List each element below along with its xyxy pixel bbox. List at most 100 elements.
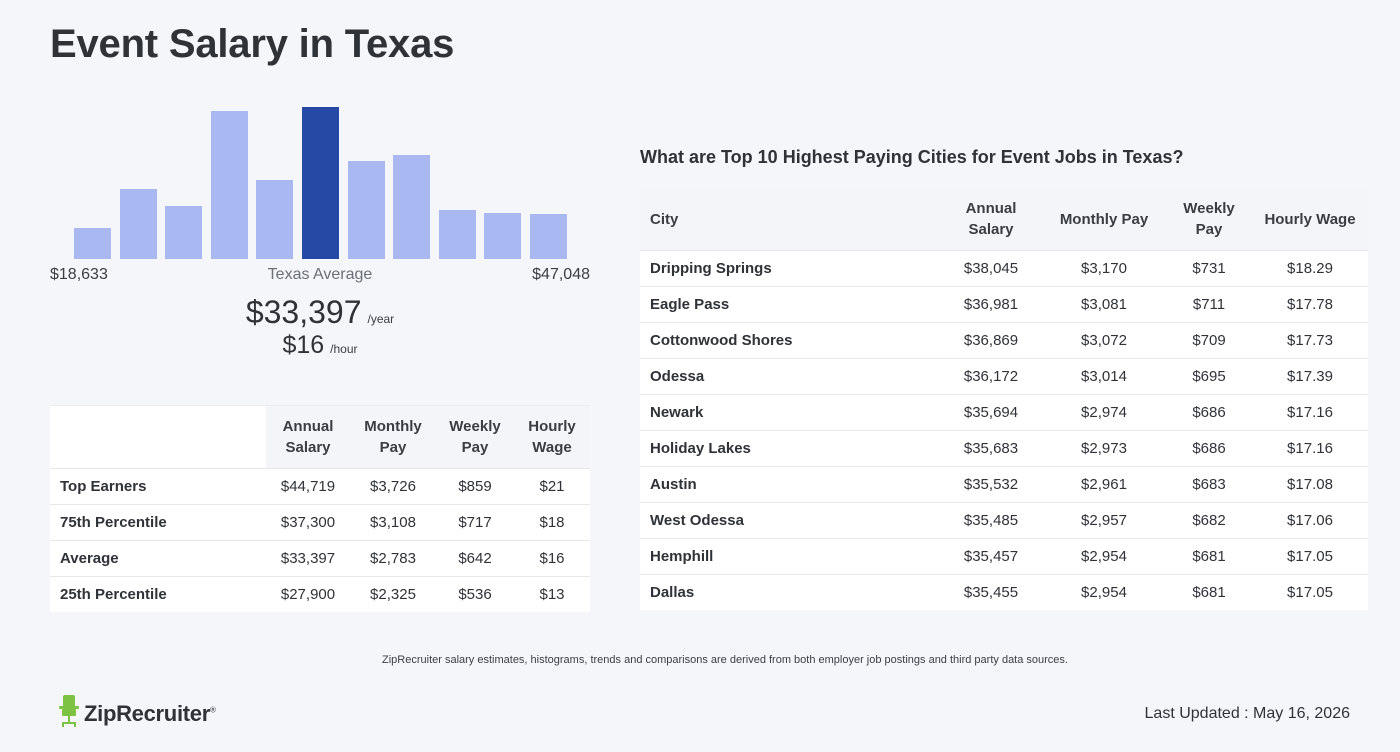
annual-cell: $35,455 xyxy=(940,574,1042,610)
city-cell: Odessa xyxy=(640,358,940,395)
disclaimer-text: ZipRecruiter salary estimates, histogram… xyxy=(382,654,1068,666)
annual-cell: $35,485 xyxy=(940,502,1042,539)
cities-header-annual: Annual Salary xyxy=(940,188,1042,251)
histogram-bar xyxy=(438,210,476,259)
weekly-cell: $686 xyxy=(1166,430,1252,467)
histogram-bar xyxy=(74,228,111,259)
average-hourly: $16/hour xyxy=(0,331,640,360)
table-row: Dripping Springs $38,045 $3,170 $731 $18.29 xyxy=(640,250,1368,287)
percentile-header-annual: Annual Salary xyxy=(266,405,350,469)
city-cell: Dallas xyxy=(640,574,940,610)
cities-table-header: City Annual Salary Monthly Pay Weekly Pa… xyxy=(640,188,1368,251)
monthly-cell: $2,783 xyxy=(350,540,436,577)
hourly-cell: $17.78 xyxy=(1252,286,1368,323)
cities-header-hourly: Hourly Wage xyxy=(1252,188,1368,251)
percentile-header-weekly: Weekly Pay xyxy=(436,405,514,469)
table-row: West Odessa $35,485 $2,957 $682 $17.06 xyxy=(640,502,1368,539)
hourly-cell: $17.16 xyxy=(1252,430,1368,467)
city-cell: Cottonwood Shores xyxy=(640,322,940,359)
histogram-bar xyxy=(210,111,248,259)
brand-label: ZipRecruiter xyxy=(84,700,210,726)
hourly-cell: $18.29 xyxy=(1252,250,1368,287)
monthly-cell: $3,726 xyxy=(350,468,436,505)
chair-mascot-icon xyxy=(58,694,80,733)
cities-header-weekly: Weekly Pay xyxy=(1166,188,1252,251)
cities-table-title: What are Top 10 Highest Paying Cities fo… xyxy=(640,147,1184,167)
table-row: 25th Percentile $27,900 $2,325 $536 $13 xyxy=(50,576,590,612)
ziprecruiter-logo[interactable]: ZipRecruiter® xyxy=(58,694,216,733)
hourly-cell: $17.73 xyxy=(1252,322,1368,359)
annual-cell: $27,900 xyxy=(266,576,350,612)
row-label: 75th Percentile xyxy=(50,504,266,541)
city-cell: West Odessa xyxy=(640,502,940,539)
percentile-header-blank xyxy=(50,405,266,469)
weekly-cell: $859 xyxy=(436,468,514,505)
last-updated: Last Updated : May 16, 2026 xyxy=(1144,705,1350,722)
monthly-cell: $2,325 xyxy=(350,576,436,612)
weekly-cell: $681 xyxy=(1166,574,1252,610)
brand-name: ZipRecruiter® xyxy=(84,701,216,727)
histogram-bar xyxy=(530,214,567,259)
salary-histogram xyxy=(72,100,572,259)
hourly-cell: $17.06 xyxy=(1252,502,1368,539)
table-row: 75th Percentile $37,300 $3,108 $717 $18 xyxy=(50,504,590,541)
table-row: Average $33,397 $2,783 $642 $16 xyxy=(50,540,590,577)
weekly-cell: $681 xyxy=(1166,538,1252,575)
table-row: Hemphill $35,457 $2,954 $681 $17.05 xyxy=(640,538,1368,575)
cities-table: City Annual Salary Monthly Pay Weekly Pa… xyxy=(640,188,1368,610)
monthly-cell: $2,973 xyxy=(1042,430,1166,467)
table-row: Cottonwood Shores $36,869 $3,072 $709 $17.73 xyxy=(640,322,1368,359)
histogram-max-label: $47,048 xyxy=(532,266,590,283)
histogram-bar xyxy=(165,206,203,259)
city-cell: Hemphill xyxy=(640,538,940,575)
weekly-cell: $536 xyxy=(436,576,514,612)
percentile-header-hourly: Hourly Wage xyxy=(514,405,590,469)
monthly-cell: $3,170 xyxy=(1042,250,1166,287)
weekly-cell: $695 xyxy=(1166,358,1252,395)
table-row: Holiday Lakes $35,683 $2,973 $686 $17.16 xyxy=(640,430,1368,467)
monthly-cell: $2,961 xyxy=(1042,466,1166,503)
monthly-cell: $3,072 xyxy=(1042,322,1166,359)
weekly-cell: $731 xyxy=(1166,250,1252,287)
average-hourly-unit: /hour xyxy=(330,342,358,356)
monthly-cell: $2,974 xyxy=(1042,394,1166,431)
annual-cell: $35,694 xyxy=(940,394,1042,431)
annual-cell: $35,532 xyxy=(940,466,1042,503)
table-row: Eagle Pass $36,981 $3,081 $711 $17.78 xyxy=(640,286,1368,323)
hourly-cell: $17.16 xyxy=(1252,394,1368,431)
monthly-cell: $3,108 xyxy=(350,504,436,541)
hourly-cell: $17.05 xyxy=(1252,538,1368,575)
percentile-table: Annual Salary Monthly Pay Weekly Pay Hou… xyxy=(50,405,590,612)
histogram-bar xyxy=(119,189,157,259)
annual-cell: $36,981 xyxy=(940,286,1042,323)
brand-registered-mark: ® xyxy=(209,705,216,715)
page-title: Event Salary in Texas xyxy=(50,22,455,66)
hourly-cell: $16 xyxy=(514,540,590,577)
monthly-cell: $2,954 xyxy=(1042,574,1166,610)
monthly-cell: $2,957 xyxy=(1042,502,1166,539)
annual-cell: $44,719 xyxy=(266,468,350,505)
histogram-bar xyxy=(256,180,294,259)
city-cell: Dripping Springs xyxy=(640,250,940,287)
hourly-cell: $17.08 xyxy=(1252,466,1368,503)
row-label: Top Earners xyxy=(50,468,266,505)
hourly-cell: $13 xyxy=(514,576,590,612)
city-cell: Holiday Lakes xyxy=(640,430,940,467)
table-row: Newark $35,694 $2,974 $686 $17.16 xyxy=(640,394,1368,431)
cities-header-monthly: Monthly Pay xyxy=(1042,188,1166,251)
weekly-cell: $711 xyxy=(1166,286,1252,323)
hourly-cell: $21 xyxy=(514,468,590,505)
hourly-cell: $17.39 xyxy=(1252,358,1368,395)
histogram-bar xyxy=(393,155,431,259)
table-row: Austin $35,532 $2,961 $683 $17.08 xyxy=(640,466,1368,503)
weekly-cell: $683 xyxy=(1166,466,1252,503)
row-label: Average xyxy=(50,540,266,577)
weekly-cell: $717 xyxy=(436,504,514,541)
table-row: Top Earners $44,719 $3,726 $859 $21 xyxy=(50,468,590,505)
table-row: Dallas $35,455 $2,954 $681 $17.05 xyxy=(640,574,1368,610)
weekly-cell: $686 xyxy=(1166,394,1252,431)
histogram-min-label: $18,633 xyxy=(50,266,108,283)
weekly-cell: $682 xyxy=(1166,502,1252,539)
annual-cell: $35,457 xyxy=(940,538,1042,575)
row-label: 25th Percentile xyxy=(50,576,266,612)
